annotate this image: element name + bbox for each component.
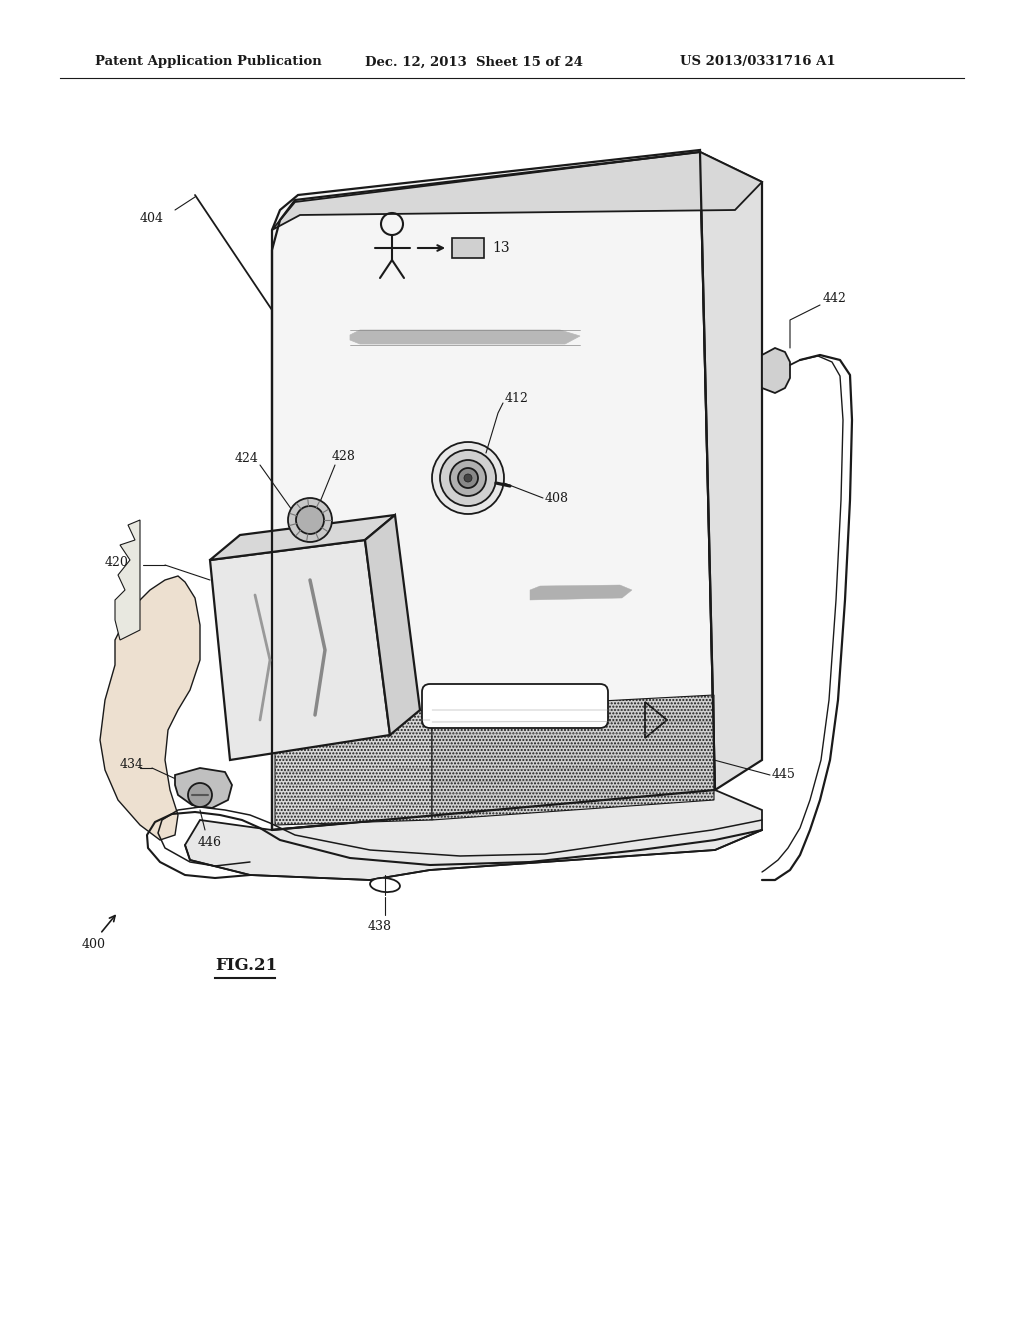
- Polygon shape: [700, 152, 762, 789]
- Polygon shape: [115, 520, 140, 640]
- Text: 424: 424: [234, 451, 259, 465]
- Polygon shape: [365, 515, 420, 735]
- Circle shape: [458, 469, 478, 488]
- Text: 404: 404: [140, 211, 164, 224]
- Text: 442: 442: [823, 292, 847, 305]
- Text: 400: 400: [82, 939, 106, 952]
- Circle shape: [296, 506, 324, 535]
- Circle shape: [450, 459, 486, 496]
- Text: Dec. 12, 2013  Sheet 15 of 24: Dec. 12, 2013 Sheet 15 of 24: [365, 55, 583, 69]
- Text: 434: 434: [120, 759, 144, 771]
- Polygon shape: [175, 768, 232, 808]
- Polygon shape: [272, 150, 715, 830]
- Text: FIG.21: FIG.21: [215, 957, 278, 974]
- Text: 13: 13: [492, 242, 510, 255]
- FancyBboxPatch shape: [422, 684, 608, 729]
- Circle shape: [464, 474, 472, 482]
- Text: Patent Application Publication: Patent Application Publication: [95, 55, 322, 69]
- Text: 408: 408: [545, 491, 569, 504]
- Circle shape: [440, 450, 496, 506]
- Text: 446: 446: [198, 836, 222, 849]
- Circle shape: [288, 498, 332, 543]
- Polygon shape: [275, 710, 432, 825]
- Text: 445: 445: [772, 767, 796, 780]
- Text: 420: 420: [105, 557, 129, 569]
- Polygon shape: [762, 348, 790, 393]
- Text: 428: 428: [332, 450, 356, 462]
- Polygon shape: [100, 576, 200, 840]
- Polygon shape: [272, 152, 762, 230]
- Polygon shape: [210, 515, 395, 560]
- Polygon shape: [210, 540, 390, 760]
- Text: US 2013/0331716 A1: US 2013/0331716 A1: [680, 55, 836, 69]
- Polygon shape: [350, 330, 580, 345]
- Text: 438: 438: [368, 920, 392, 933]
- Polygon shape: [530, 585, 632, 601]
- Text: 412: 412: [505, 392, 528, 404]
- FancyBboxPatch shape: [452, 238, 484, 257]
- Ellipse shape: [370, 878, 400, 892]
- Circle shape: [432, 442, 504, 513]
- Polygon shape: [432, 696, 714, 820]
- Polygon shape: [185, 789, 762, 880]
- Circle shape: [188, 783, 212, 807]
